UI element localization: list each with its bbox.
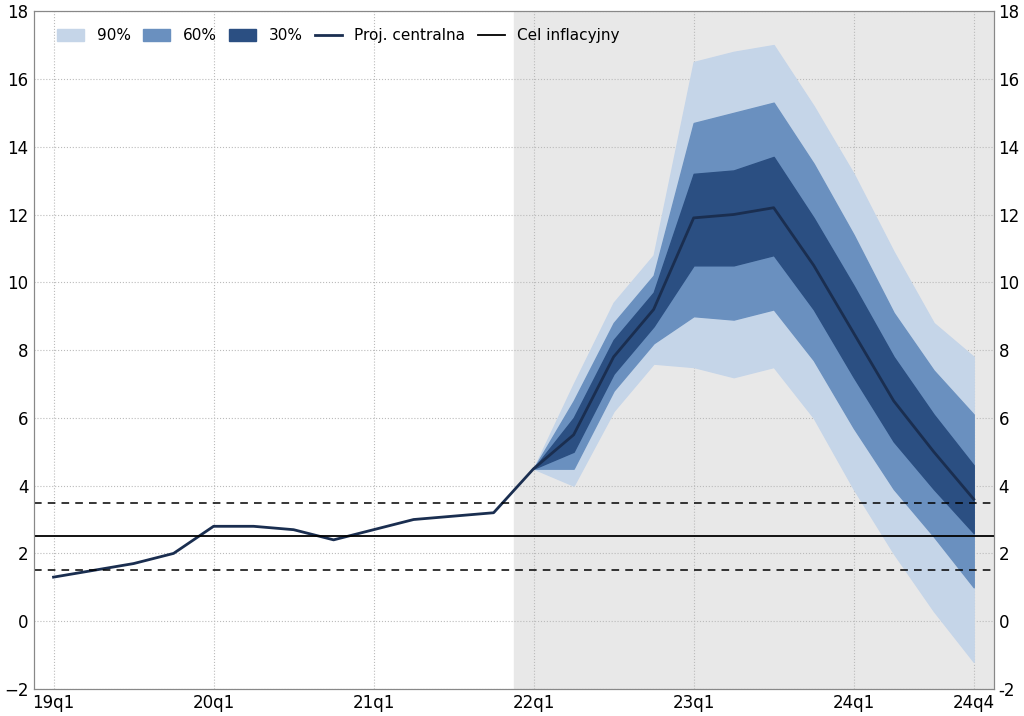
Legend: 90%, 60%, 30%, Proj. centralna, Cel inflacyjny: 90%, 60%, 30%, Proj. centralna, Cel infl…: [51, 22, 626, 49]
Bar: [514, 11, 993, 689]
